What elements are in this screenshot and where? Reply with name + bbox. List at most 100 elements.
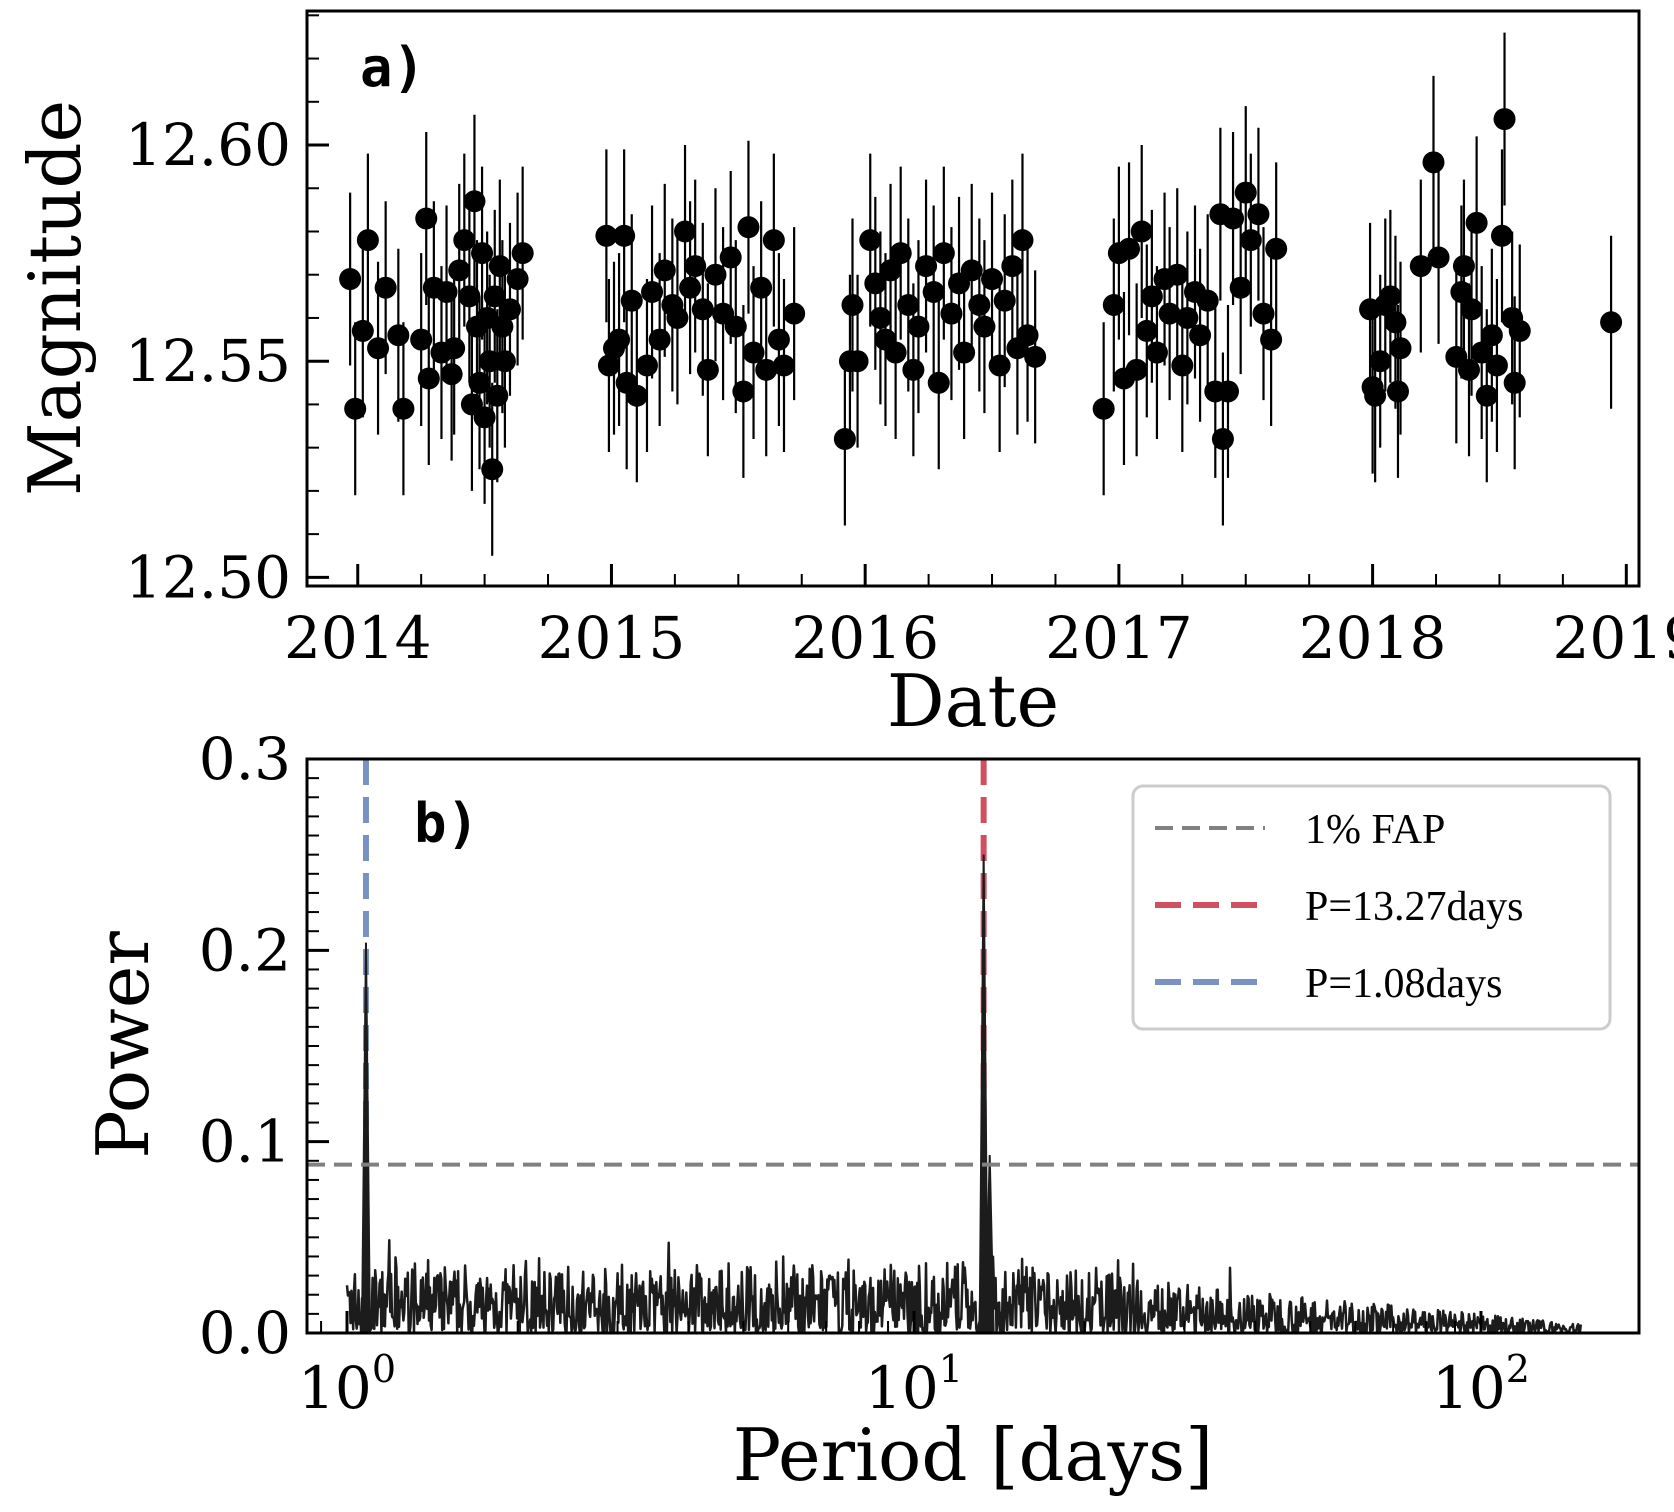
- panel-a-label: a): [360, 36, 425, 99]
- data-point: [613, 224, 636, 247]
- data-point: [1480, 324, 1503, 347]
- y-tick-label: 0.0: [199, 1299, 291, 1367]
- panel-a-ylabel: Magnitude: [13, 100, 97, 496]
- data-point: [486, 384, 509, 407]
- data-point: [907, 315, 930, 338]
- data-point: [691, 298, 714, 321]
- data-point: [506, 268, 529, 291]
- data-point: [1001, 255, 1024, 278]
- y-tick-label: 0.2: [199, 916, 291, 984]
- data-point: [869, 306, 892, 329]
- data-point: [1386, 380, 1409, 403]
- data-point: [704, 263, 727, 286]
- x-tick-exponent: 1: [939, 1347, 963, 1391]
- data-point: [511, 242, 534, 265]
- y-tick-label: 12.50: [125, 543, 291, 611]
- data-point: [478, 350, 501, 373]
- data-point: [1189, 324, 1212, 347]
- panel-b-label: b): [414, 792, 479, 855]
- data-point: [356, 229, 379, 252]
- data-point: [1452, 255, 1475, 278]
- data-point: [468, 371, 491, 394]
- data-point: [415, 207, 438, 230]
- data-point: [750, 276, 773, 299]
- y-tick-label: 0.1: [199, 1108, 291, 1176]
- panel-a-xlabel: Date: [887, 659, 1059, 743]
- data-point: [953, 341, 976, 364]
- data-point: [1176, 306, 1199, 329]
- data-point: [1118, 237, 1141, 260]
- data-point: [1145, 341, 1168, 364]
- x-tick-label: 2016: [791, 604, 939, 672]
- legend-items: 1% FAP P=13.27days P=1.08days: [1155, 807, 1524, 1007]
- data-point: [483, 285, 506, 308]
- data-point: [1379, 285, 1402, 308]
- data-point: [674, 220, 697, 243]
- data-point: [889, 242, 912, 265]
- data-point: [435, 281, 458, 304]
- data-point: [410, 328, 433, 351]
- data-point: [491, 315, 514, 338]
- data-point: [608, 328, 631, 351]
- data-point: [493, 350, 516, 373]
- power-spectrum-line: [345, 1238, 1583, 1335]
- data-point: [339, 268, 362, 291]
- data-point: [440, 363, 463, 386]
- y-tick-label: 0.3: [199, 725, 291, 793]
- data-point: [897, 293, 920, 316]
- data-point: [1135, 319, 1158, 342]
- data-point: [960, 259, 983, 282]
- data-point: [1493, 108, 1516, 131]
- data-point: [1485, 354, 1508, 377]
- panel-a-magnitude-vs-date: 20142015201620172018201912.5012.5512.60 …: [13, 9, 1674, 743]
- data-point: [453, 229, 476, 252]
- x-tick-exponent: 2: [1506, 1347, 1530, 1391]
- data-point: [1427, 246, 1450, 269]
- x-tick-label: 100: [298, 1347, 396, 1422]
- data-point: [1252, 302, 1275, 325]
- data-point: [927, 371, 950, 394]
- data-point: [1216, 380, 1239, 403]
- data-point: [833, 428, 856, 451]
- data-point: [1171, 354, 1194, 377]
- data-points: [339, 108, 1623, 481]
- data-point: [767, 328, 790, 351]
- data-point: [1102, 293, 1125, 316]
- legend-box: [1131, 784, 1612, 1031]
- data-point: [737, 216, 760, 239]
- data-point: [1260, 328, 1283, 351]
- data-point: [841, 293, 864, 316]
- data-point: [387, 324, 410, 347]
- data-point: [1470, 341, 1493, 364]
- panel-a-frame: [305, 9, 1641, 588]
- x-tick-label: 2019: [1553, 604, 1674, 672]
- x-tick-label: 2018: [1299, 604, 1447, 672]
- data-point: [1364, 384, 1387, 407]
- data-point: [1508, 319, 1531, 342]
- data-point: [1265, 237, 1288, 260]
- data-point: [625, 384, 648, 407]
- x-tick-label: 102: [1432, 1347, 1530, 1422]
- data-point: [988, 354, 1011, 377]
- spectrum-peaks: [360, 854, 995, 1334]
- data-point: [1475, 384, 1498, 407]
- data-point: [1490, 224, 1513, 247]
- data-point: [463, 190, 486, 213]
- panel-a-ticks: [307, 14, 1628, 586]
- data-point: [1024, 345, 1047, 368]
- x-tick-exponent: 0: [372, 1347, 396, 1391]
- data-point: [471, 242, 494, 265]
- legend: 1% FAP P=13.27days P=1.08days: [1131, 784, 1612, 1031]
- x-tick-label: 101: [865, 1347, 963, 1422]
- data-point: [724, 315, 747, 338]
- data-point: [993, 289, 1016, 312]
- data-point: [1229, 276, 1252, 299]
- data-point: [1092, 397, 1115, 420]
- data-point: [932, 242, 955, 265]
- data-point: [392, 397, 415, 420]
- panel-b-ylabel: Power: [81, 931, 165, 1159]
- data-point: [1458, 358, 1481, 381]
- data-point: [968, 293, 991, 316]
- data-point: [1409, 255, 1432, 278]
